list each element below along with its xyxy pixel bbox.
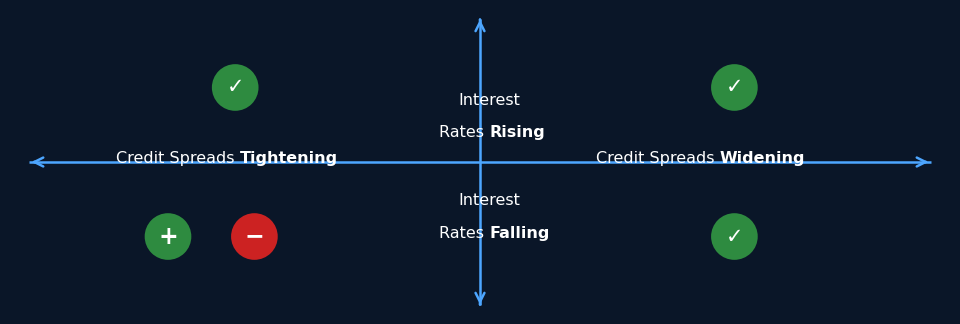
- Text: ✓: ✓: [726, 77, 743, 98]
- Ellipse shape: [212, 64, 258, 111]
- Ellipse shape: [145, 213, 191, 260]
- Text: Credit Spreads: Credit Spreads: [116, 151, 240, 166]
- Text: Tightening: Tightening: [240, 151, 338, 166]
- Text: Interest: Interest: [459, 93, 520, 108]
- Text: Interest: Interest: [459, 193, 520, 208]
- Text: Credit Spreads: Credit Spreads: [596, 151, 720, 166]
- Text: Rates: Rates: [440, 125, 490, 140]
- Text: +: +: [158, 225, 178, 249]
- Ellipse shape: [711, 213, 757, 260]
- Text: ✓: ✓: [726, 226, 743, 247]
- Text: Widening: Widening: [720, 151, 805, 166]
- Text: Falling: Falling: [490, 226, 550, 241]
- Ellipse shape: [711, 64, 757, 111]
- Text: −: −: [245, 225, 264, 249]
- Text: Rates: Rates: [440, 226, 490, 241]
- Ellipse shape: [231, 213, 277, 260]
- Text: ✓: ✓: [227, 77, 244, 98]
- Text: Rising: Rising: [490, 125, 545, 140]
